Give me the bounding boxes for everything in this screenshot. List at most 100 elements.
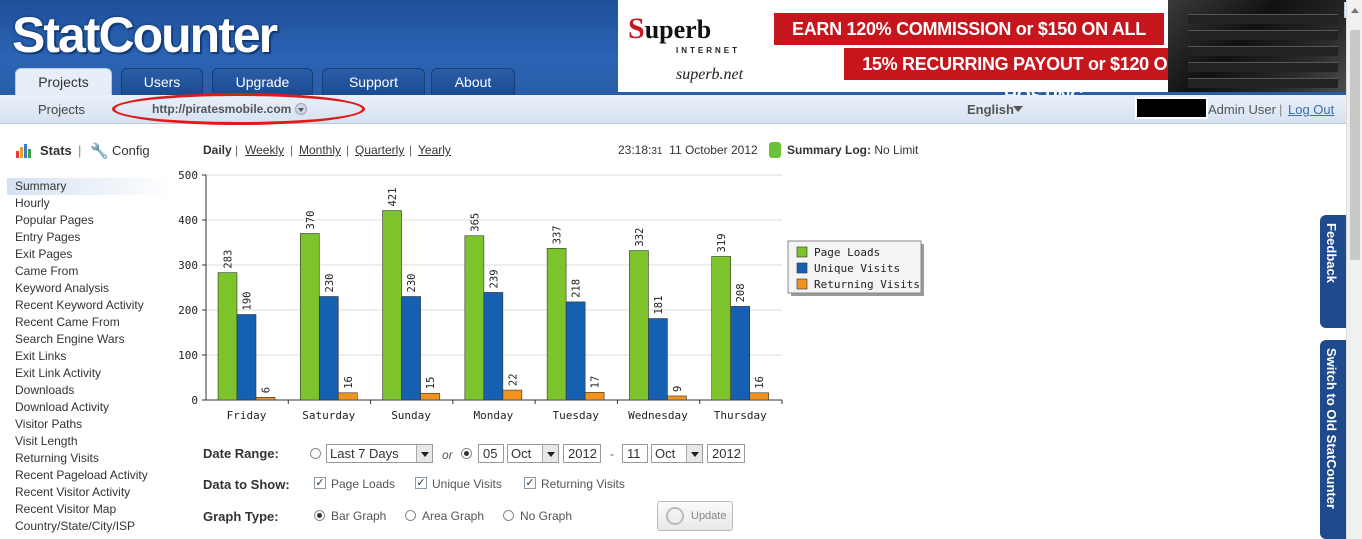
sidebar-item[interactable]: Recent Visitor Activity [15,485,131,499]
bar-value-label: 6 [261,387,273,393]
wrench-icon[interactable]: 🔧 [90,143,109,160]
to-year-field[interactable]: 2012 [707,444,745,463]
sidebar-item[interactable]: Download Activity [15,400,110,414]
sidebar-item[interactable]: Recent Keyword Activity [15,298,144,312]
bar-graph-radio[interactable] [314,510,325,521]
stats-tab[interactable]: Stats [40,143,72,158]
bar-value-label: 421 [387,188,399,207]
bar [337,392,358,401]
sidebar-item[interactable]: Recent Visitor Map [15,502,117,516]
admin-user-link[interactable]: Admin User [1208,102,1276,117]
to-month-select[interactable]: Oct [651,444,703,463]
from-day-field[interactable]: 05 [478,444,504,463]
language-selector[interactable]: English [967,102,1014,117]
sidebar-item[interactable]: Exit Link Activity [15,366,102,380]
update-button[interactable]: Update [657,501,733,531]
tab-monthly[interactable]: Monthly [299,143,342,157]
bar-value-label: 9 [672,386,684,392]
x-tick-label: Monday [473,409,513,422]
ad-brand-sub: INTERNET [676,46,740,55]
legend-entry: Returning Visits [814,278,920,291]
sidebar-item[interactable]: Downloads [15,383,75,397]
data-to-show-label: Data to Show: [203,477,290,492]
no-graph-radio[interactable] [503,510,514,521]
range-dash: - [610,447,614,461]
from-year-field[interactable]: 2012 [563,444,601,463]
scroll-up-icon[interactable] [1351,4,1359,13]
range-preset-value: Last 7 Days [330,446,399,461]
tab-daily[interactable]: Daily [203,143,232,157]
sidebar-item[interactable]: Exit Links [15,349,67,363]
sidebar-item[interactable]: Returning Visits [15,451,99,465]
statcounter-logo[interactable]: StatCounter [12,7,278,63]
ad-brand-word: uperb [644,15,712,44]
bar [420,392,440,401]
sidebar-item[interactable]: Summary [7,178,175,195]
legend-swatch [796,278,808,290]
range-preset-select[interactable]: Last 7 Days [326,444,433,463]
range-preset-radio[interactable] [310,448,321,459]
bar-value-label: 230 [324,274,336,293]
sidebar-item[interactable]: Hourly [15,196,50,210]
nav-tab-users[interactable]: Users [121,68,203,95]
custom-range-radio[interactable] [461,448,472,459]
feedback-tab[interactable]: Feedback [1320,215,1346,328]
switch-old-statcounter-tab[interactable]: Switch to Old StatCounter [1320,340,1346,539]
separator: | [235,143,239,157]
sidebar-item[interactable]: Keyword Analysis [15,281,110,295]
x-tick-label: Tuesday [552,409,599,422]
sidebar-item[interactable]: Visit Length [15,434,78,448]
ad-brand-s: S [628,12,645,45]
unique-visits-checkbox[interactable]: ✓ [415,477,427,489]
sidebar-item[interactable]: Recent Came From [15,315,120,329]
bar [299,233,320,401]
summary-log-value: No Limit [874,143,919,157]
summary-log-info: Summary Log: No Limit [787,143,918,157]
config-tab[interactable]: Config [112,143,150,158]
tab-weekly[interactable]: Weekly [245,143,285,157]
advertisement-banner[interactable]: Superb INTERNET superb.net EARN 120% COM… [618,0,1362,106]
bar-value-label: 239 [488,269,500,288]
sidebar-item[interactable]: Exit Pages [15,247,73,261]
nav-tab-upgrade[interactable]: Upgrade [212,68,313,95]
sidebar-item[interactable]: Search Engine Wars [15,332,125,346]
sidebar-item[interactable]: Came From [15,264,79,278]
sidebar-item[interactable]: Visitor Paths [15,417,83,431]
chevron-down-icon [686,445,702,462]
from-month-select[interactable]: Oct [507,444,559,463]
logout-link[interactable]: Log Out [1288,102,1335,117]
ad-line-1[interactable]: EARN 120% COMMISSION or $150 ON ALL VPS … [774,13,1164,71]
chevron-down-icon [542,445,558,462]
page-loads-option: Page Loads [331,477,396,491]
sidebar-item[interactable]: Country/State/City/ISP [15,519,136,533]
nav-tab-about[interactable]: About [431,68,515,95]
page-scrollbar[interactable] [1346,0,1362,539]
page-loads-checkbox[interactable]: ✓ [314,477,326,489]
to-day-field[interactable]: 11 [622,444,648,463]
bar-value-label: 16 [343,376,355,389]
bar-value-label: 319 [716,233,728,252]
sidebar-item[interactable]: Popular Pages [15,213,94,227]
caret-down-icon[interactable] [1013,106,1023,117]
scrollbar-thumb[interactable] [1350,30,1360,260]
sidebar-item[interactable]: Recent Pageload Activity [15,468,148,482]
date-range-label: Date Range: [203,446,279,461]
y-tick-label: 400 [178,214,198,227]
feedback-label: Feedback [1324,223,1339,283]
tab-quarterly[interactable]: Quarterly [355,143,405,157]
tab-yearly[interactable]: Yearly [418,143,451,157]
legend-entry: Page Loads [814,246,880,259]
projects-link[interactable]: Projects [38,102,85,117]
nav-tab-support[interactable]: Support [322,68,425,95]
bar [648,318,668,401]
bar-value-label: 337 [552,225,564,244]
bar-value-label: 22 [507,373,519,386]
nav-tab-projects[interactable]: Projects [15,68,112,95]
y-tick-label: 0 [191,394,198,407]
x-tick-label: Saturday [302,409,355,422]
bar [667,395,687,401]
returning-visits-checkbox[interactable]: ✓ [524,477,536,489]
stats-sidebar-menu: Summary Hourly Popular Pages Entry Pages Exi… [7,178,175,535]
sidebar-item[interactable]: Entry Pages [15,230,81,244]
area-graph-radio[interactable] [405,510,416,521]
